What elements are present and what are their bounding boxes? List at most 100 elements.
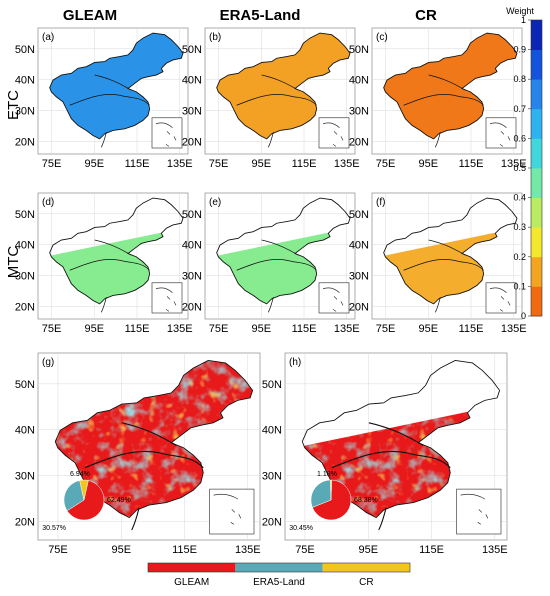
south-china-sea-inset [151,117,183,149]
lon-tick-label: 75E [48,544,68,556]
map-panel-c: (c) 75E 95E 115E 135E 20N 30N 40N 50N [349,27,527,170]
pie-slice-label: 68.38% [354,497,378,504]
lon-tick-label: 135E [167,158,193,170]
zone-boundary [331,450,451,469]
lat-tick-label: 30N [349,271,369,283]
hainan [378,507,387,531]
zone-boundary [403,259,484,271]
zone-boundary [94,74,132,91]
lat-tick-label: 30N [15,470,35,482]
panel-label: (f) [376,197,385,208]
lon-tick-label: 135E [235,544,261,556]
lon-tick-label: 75E [376,323,396,335]
lon-tick-label: 75E [42,323,62,335]
lon-tick-label: 115E [419,544,444,556]
map-panel-d: (d) 75E 95E 115E 135E 20N 30N 40N 50N [15,192,193,335]
panel-label: (c) [376,32,388,43]
colorbar-swatch [531,286,542,317]
lon-tick-label: 115E [292,158,317,170]
south-china-sea-inset [485,117,517,149]
lat-tick-label: 50N [262,379,282,391]
lat-tick-label: 40N [15,240,35,252]
colorbar-swatch [531,49,542,80]
lat-tick-label: 30N [15,106,35,118]
lon-tick-label: 95E [111,544,131,556]
lat-tick-label: 40N [349,75,369,87]
panel-label: (h) [289,357,301,368]
map-panel-h: (h) 75E 95E 115E 135E 20N 30N 40N 50N 68.38% 30.45… [262,352,508,556]
pie-chart: 68.38% 30.45% 1.18% [289,471,378,532]
map-panel-f: (f) 75E 95E 115E 135E 20N 30N 40N 50N [349,192,527,335]
lon-tick-label: 135E [167,323,193,335]
pie-slice-label: 30.45% [289,525,313,532]
panel-label: (a) [42,32,54,43]
pie-slice-label: 30.57% [42,525,66,532]
colorbar-title: Weight [506,6,534,16]
lon-tick-label: 95E [418,158,438,170]
lon-tick-label: 75E [209,158,229,170]
lon-tick-label: 95E [84,158,104,170]
zone-boundary [428,239,466,256]
lat-tick-label: 30N [15,271,35,283]
row-title-mtc: MTC [5,246,22,279]
colorbar-tick-label: 1 [521,15,526,25]
lat-tick-label: 50N [349,209,369,221]
lon-tick-label: 95E [251,323,271,335]
lon-tick-label: 95E [251,158,271,170]
lat-tick-label: 30N [349,106,369,118]
lat-tick-label: 50N [15,44,35,56]
pie-slice [310,479,332,508]
column-title-era5-land: ERA5-Land [220,7,301,24]
lat-tick-label: 20N [349,136,369,148]
hainan [267,132,274,148]
lat-tick-label: 20N [182,136,202,148]
lon-tick-label: 75E [295,544,315,556]
lat-tick-label: 40N [349,240,369,252]
legend-swatch-era5-land [235,563,323,572]
lon-tick-label: 95E [358,544,378,556]
colorbar-tick-label: 0.6 [513,133,526,143]
lat-tick-label: 30N [262,470,282,482]
pie-slice [312,479,352,521]
pie-slice-label: 1.18% [317,471,337,478]
colorbar-tick-label: 0.9 [513,45,526,55]
panel-label: (g) [42,357,54,368]
lat-tick-label: 40N [182,240,202,252]
colorbar-swatch [531,138,542,169]
zone-boundary [368,422,424,446]
zone-boundary [69,259,150,271]
zone-boundary [69,94,150,106]
south-china-sea-inset [209,488,255,535]
panel-label: (b) [209,32,221,43]
hainan [100,132,107,148]
panel-label: (d) [42,197,54,208]
lat-tick-label: 20N [15,301,35,313]
colorbar-tick-label: 0.4 [513,193,526,203]
zone-boundary [428,74,466,91]
lon-tick-label: 135E [334,158,360,170]
colorbar-tick-label: 0.8 [513,74,526,84]
zone-boundary [236,94,317,106]
lat-tick-label: 20N [15,136,35,148]
lon-tick-label: 95E [84,323,104,335]
colorbar-tick-label: 0.2 [513,252,526,262]
zone-boundary [236,259,317,271]
lat-tick-label: 50N [182,44,202,56]
map-panel-a: (a) 75E 95E 115E 135E 20N 30N 40N 50N [15,27,193,170]
hainan [267,297,274,313]
lon-tick-label: 135E [501,323,527,335]
lon-tick-label: 75E [42,158,62,170]
lat-tick-label: 20N [349,301,369,313]
lat-tick-label: 20N [182,301,202,313]
lon-tick-label: 75E [376,158,396,170]
pie-slice-label: 62.49% [107,497,131,504]
lat-tick-label: 50N [15,209,35,221]
zone-boundary [121,422,177,446]
south-china-sea-inset [485,282,517,314]
map-panel-b: (b) 75E 95E 115E 135E 20N 30N 40N 50N [182,27,360,170]
legend-frame [147,562,411,573]
map-panel-e: (e) 75E 95E 115E 135E 20N 30N 40N 50N [182,192,360,335]
lon-tick-label: 135E [501,158,527,170]
lat-tick-label: 40N [182,75,202,87]
